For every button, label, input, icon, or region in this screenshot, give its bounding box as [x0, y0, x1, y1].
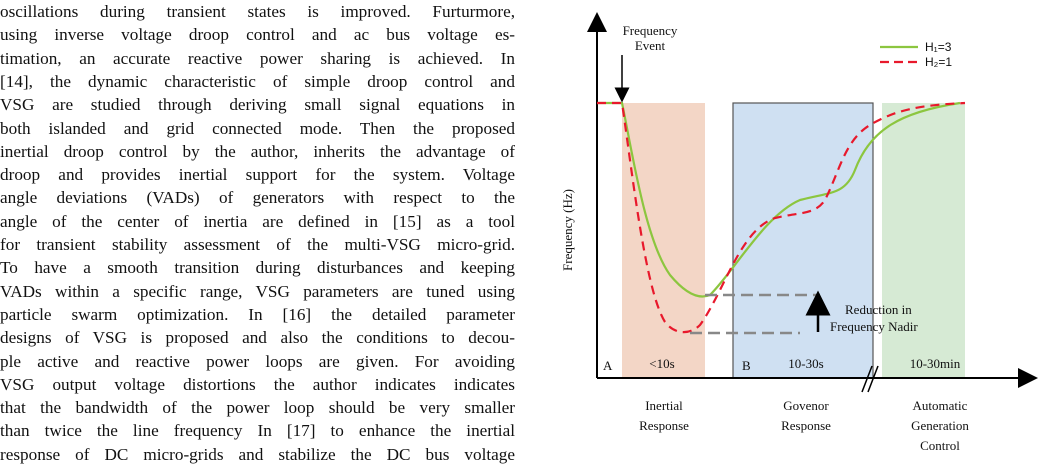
text-line: VSG output voltage distortions the autho…	[0, 374, 515, 394]
nadir-label: Frequency Nadir	[830, 319, 918, 334]
text-line: response of DC micro-grids and stabilize…	[0, 444, 515, 464]
legend-label: H₁=3	[925, 40, 952, 54]
phase-label: Control	[920, 438, 960, 453]
event-label: Event	[635, 38, 666, 53]
text-line: designs of VSG is proposed and also the …	[0, 328, 515, 348]
region-label: A	[603, 358, 613, 373]
text-line: droop and provides inertial support for …	[0, 165, 515, 185]
legend-label: H₂=1	[925, 55, 952, 69]
text-line: VADs within a specific range, VSG parame…	[0, 281, 515, 301]
region-b	[732, 102, 874, 379]
event-label: Frequency	[623, 23, 678, 38]
region-c	[882, 103, 965, 378]
phase-label: Govenor	[783, 398, 829, 413]
text-line: using inverse voltage droop control and …	[0, 25, 515, 45]
text-line: that the bandwidth of the power loop sho…	[0, 398, 515, 418]
nadir-label: Reduction in	[845, 302, 912, 317]
y-axis-label: Frequency (Hz)	[560, 189, 575, 271]
phase-label: Inertial	[645, 398, 683, 413]
text-line: both islanded and grid connected mode. T…	[0, 118, 515, 138]
region-a	[622, 103, 705, 378]
phase-label: Response	[781, 418, 831, 433]
text-line: [14], the dynamic characteristic of simp…	[0, 71, 515, 91]
phase-label: Generation	[911, 418, 969, 433]
text-line: inertial droop control by the author, in…	[0, 141, 515, 161]
text-line: for transient stability assessment of th…	[0, 235, 515, 254]
text-line: timation, an accurate reactive power sha…	[0, 48, 515, 68]
text-line: To have a smooth transition during distu…	[0, 258, 515, 278]
region-label: B	[742, 358, 751, 373]
text-line: VSG are studied through deriving small s…	[0, 95, 515, 115]
text-line: particle swarm optimization. In [16] the…	[0, 304, 515, 324]
region-label: <10s	[649, 356, 674, 371]
phase-label: Automatic	[913, 398, 968, 413]
text-line: than twice the line frequency In [17] to…	[0, 421, 515, 441]
phase-label: Response	[639, 418, 689, 433]
text-line: angle of the center of inertia are defin…	[0, 211, 515, 231]
region-label: 10-30min	[910, 356, 961, 371]
text-line: ple active and reactive power loops are …	[0, 351, 515, 371]
axis-break	[867, 365, 879, 393]
region-label: 10-30s	[788, 356, 823, 371]
axis-break	[861, 365, 873, 393]
text-line: oscillations during transient states is …	[0, 2, 515, 21]
text-line: angle deviations (VADs) of generators wi…	[0, 188, 515, 208]
curve-h1	[597, 101, 961, 298]
